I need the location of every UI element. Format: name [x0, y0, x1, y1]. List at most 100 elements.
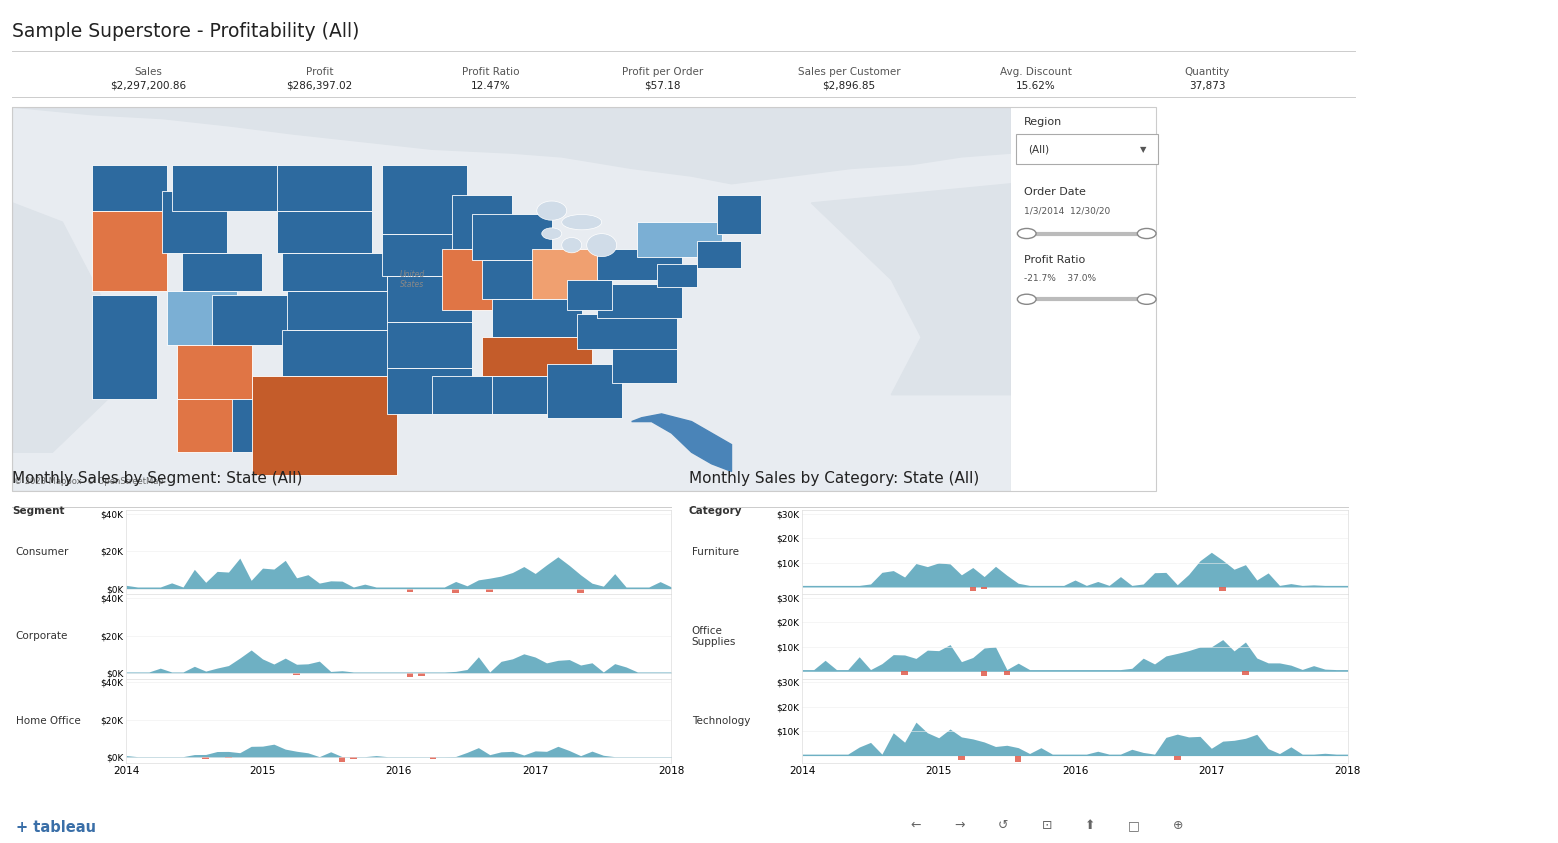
Polygon shape: [12, 107, 1011, 184]
Text: Profit per Order: Profit per Order: [622, 67, 703, 77]
Bar: [182, 253, 262, 291]
Bar: [277, 211, 372, 253]
Text: Profit Ratio: Profit Ratio: [1024, 255, 1084, 265]
Bar: [282, 253, 386, 291]
Bar: [442, 249, 497, 310]
Text: Sample Superstore - Profitability (All): Sample Superstore - Profitability (All): [12, 22, 360, 41]
Text: ⊕: ⊕: [1173, 819, 1183, 832]
Bar: [492, 376, 556, 414]
Bar: [481, 260, 538, 299]
Bar: [1175, 755, 1181, 760]
Text: 12.47%: 12.47%: [471, 81, 511, 91]
Text: 1/3/2014  12/30/20: 1/3/2014 12/30/20: [1024, 207, 1109, 216]
Text: Segment: Segment: [12, 506, 65, 516]
Bar: [287, 291, 393, 330]
Bar: [92, 295, 157, 399]
Bar: [486, 588, 492, 593]
Text: United
States: United States: [399, 270, 425, 289]
Bar: [567, 280, 612, 310]
Bar: [178, 399, 257, 452]
Bar: [212, 295, 298, 345]
Bar: [481, 337, 592, 376]
Text: -21.7%    37.0%: -21.7% 37.0%: [1024, 274, 1095, 283]
Text: Monthly Sales by Category: State (All): Monthly Sales by Category: State (All): [689, 471, 978, 486]
Bar: [203, 757, 209, 760]
Text: □: □: [1128, 819, 1140, 832]
Bar: [162, 191, 227, 253]
Text: $2,297,200.86: $2,297,200.86: [111, 81, 185, 91]
Bar: [597, 249, 681, 280]
Bar: [452, 588, 460, 593]
Bar: [386, 322, 472, 368]
Bar: [92, 164, 167, 211]
Text: © 2023 Mapbox  © OpenStreetMap: © 2023 Mapbox © OpenStreetMap: [14, 477, 164, 486]
Bar: [1003, 671, 1010, 675]
Bar: [252, 376, 397, 475]
Bar: [1242, 671, 1248, 675]
Text: Quantity: Quantity: [1184, 67, 1231, 77]
Bar: [407, 588, 413, 592]
Text: Sales: Sales: [134, 67, 162, 77]
Text: + tableau: + tableau: [16, 819, 95, 835]
Bar: [407, 673, 413, 677]
Text: Furniture: Furniture: [692, 547, 738, 557]
Text: $2,896.85: $2,896.85: [823, 81, 876, 91]
Bar: [293, 673, 299, 675]
Bar: [717, 196, 762, 234]
Bar: [958, 755, 964, 760]
Bar: [531, 249, 597, 299]
Text: Order Date: Order Date: [1024, 187, 1086, 197]
Bar: [969, 587, 975, 591]
Bar: [547, 364, 622, 418]
Bar: [338, 757, 346, 762]
Polygon shape: [12, 203, 112, 452]
Text: Region: Region: [1024, 117, 1063, 127]
Bar: [452, 196, 511, 249]
Bar: [430, 757, 436, 759]
Bar: [637, 223, 721, 256]
Bar: [432, 376, 502, 414]
Text: Office
Supplies: Office Supplies: [692, 626, 735, 647]
Bar: [173, 164, 282, 211]
Bar: [656, 265, 696, 287]
Text: 15.62%: 15.62%: [1016, 81, 1056, 91]
Bar: [578, 588, 584, 593]
Bar: [1014, 755, 1022, 762]
Polygon shape: [631, 414, 732, 471]
Text: $57.18: $57.18: [643, 81, 681, 91]
Bar: [612, 345, 676, 384]
Bar: [277, 164, 372, 211]
Text: ←: ←: [911, 819, 921, 832]
Bar: [492, 299, 581, 337]
Bar: [382, 164, 467, 234]
Text: Consumer: Consumer: [16, 547, 69, 557]
Text: 37,873: 37,873: [1189, 81, 1226, 91]
Bar: [92, 211, 167, 291]
Text: Sales per Customer: Sales per Customer: [798, 67, 901, 77]
Text: Profit: Profit: [305, 67, 333, 77]
Text: Avg. Discount: Avg. Discount: [1000, 67, 1072, 77]
Bar: [982, 671, 988, 676]
Bar: [386, 368, 472, 414]
Bar: [472, 214, 552, 260]
Bar: [696, 241, 742, 268]
Bar: [418, 673, 425, 676]
Ellipse shape: [562, 214, 601, 230]
Ellipse shape: [538, 201, 567, 220]
Bar: [167, 291, 237, 345]
Text: Home Office: Home Office: [16, 716, 81, 726]
Ellipse shape: [542, 228, 562, 239]
Text: Corporate: Corporate: [16, 631, 69, 642]
Bar: [576, 314, 676, 349]
Text: →: →: [955, 819, 964, 832]
Text: Profit Ratio: Profit Ratio: [463, 67, 519, 77]
Text: ⬆: ⬆: [1086, 819, 1095, 832]
Bar: [232, 399, 312, 452]
Bar: [178, 345, 252, 399]
Polygon shape: [812, 184, 1011, 395]
Bar: [386, 276, 472, 322]
Bar: [282, 330, 397, 376]
Bar: [351, 757, 357, 759]
Text: ▼: ▼: [1140, 145, 1147, 153]
Text: (All): (All): [1028, 144, 1050, 154]
